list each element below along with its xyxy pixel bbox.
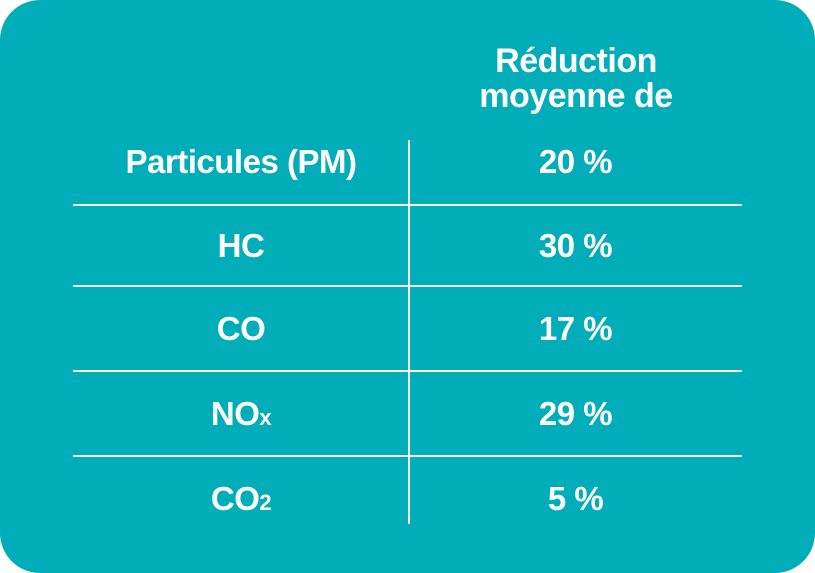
pollutant-label: Particules (PM) (125, 143, 357, 180)
reduction-value: 30 % (538, 226, 613, 264)
table-row: Particules (PM) 20 % (73, 120, 742, 206)
column-header-reduction: Réduction moyenne de (410, 44, 742, 114)
reduction-value: 20 % (538, 143, 613, 180)
table-row: HC 30 % (73, 206, 742, 287)
reduction-value: 29 % (538, 394, 613, 432)
pollutant-label: CO (216, 309, 266, 347)
pollutant-cell: HC (73, 227, 409, 265)
pollutant-label: NO (210, 394, 260, 432)
pollutant-cell: NOx (73, 395, 409, 433)
pollutant-cell: CO2 (73, 480, 409, 518)
header-line-1: Réduction (495, 42, 657, 80)
pollutant-label: CO (210, 480, 260, 517)
table-row: CO2 5 % (73, 457, 742, 541)
column-divider (408, 140, 410, 524)
pollutant-cell: CO (73, 310, 409, 348)
reduction-value: 17 % (538, 309, 613, 347)
pollutant-label: HC (217, 226, 265, 264)
reduction-value: 5 % (547, 480, 604, 517)
header-line-2: moyenne de (479, 77, 673, 115)
pollutant-cell: Particules (PM) (73, 143, 409, 181)
pollutant-subscript: x (259, 404, 272, 430)
table-row: CO 17 % (73, 287, 742, 372)
pollutant-subscript: 2 (259, 490, 272, 515)
table-row: NOx 29 % (73, 372, 742, 457)
